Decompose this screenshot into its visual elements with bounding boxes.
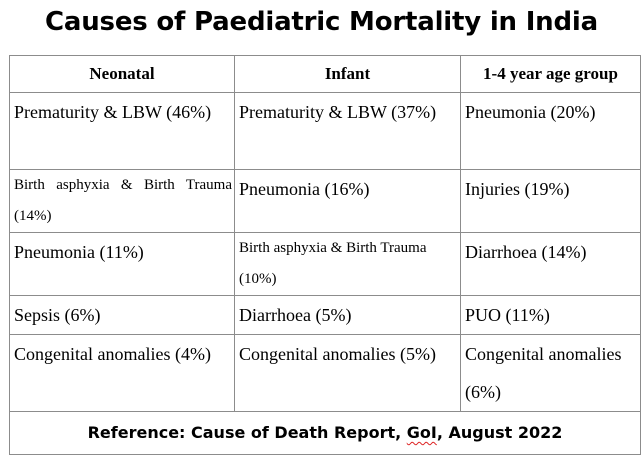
reference-note: Reference: Cause of Death Report, GoI, A… bbox=[9, 411, 641, 455]
page-title: Causes of Paediatric Mortality in India bbox=[45, 7, 598, 37]
table-cell: Prematurity & LBW (46%) bbox=[9, 92, 235, 170]
table-cell: Birth asphyxia & Birth Trauma (10%) bbox=[234, 232, 461, 296]
table-cell: Pneumonia (20%) bbox=[460, 92, 641, 170]
table-cell: Pneumonia (11%) bbox=[9, 232, 235, 296]
table-cell: Prematurity & LBW (37%) bbox=[234, 92, 461, 170]
header-row: Neonatal Infant 1-4 year age group bbox=[9, 55, 641, 93]
table-cell: Birth asphyxia & Birth Trauma (14%) bbox=[9, 169, 235, 233]
table-cell: PUO (11%) bbox=[460, 295, 641, 335]
table-cell: Diarrhoea (5%) bbox=[234, 295, 461, 335]
column-header-infant: Infant bbox=[234, 55, 461, 93]
reference-gol: GoI bbox=[406, 423, 437, 442]
reference-suffix: , August 2022 bbox=[436, 423, 563, 442]
reference-prefix: Reference: Cause of Death Report, bbox=[87, 423, 407, 442]
table-cell: Congenital anomalies (5%) bbox=[234, 334, 461, 412]
table-row: Pneumonia (11%) Birth asphyxia & Birth T… bbox=[9, 232, 641, 296]
column-header-neonatal: Neonatal bbox=[9, 55, 235, 93]
table-row: Birth asphyxia & Birth Trauma (14%) Pneu… bbox=[9, 169, 641, 233]
reference-row: Reference: Cause of Death Report, GoI, A… bbox=[9, 411, 641, 455]
mortality-table: Neonatal Infant 1-4 year age group Prema… bbox=[9, 55, 641, 455]
table-cell: Congenital anomalies (4%) bbox=[9, 334, 235, 412]
column-header-1-4-years: 1-4 year age group bbox=[460, 55, 641, 93]
table-cell: Congenital anomalies (6%) bbox=[460, 334, 641, 412]
table-row: Sepsis (6%) Diarrhoea (5%) PUO (11%) bbox=[9, 295, 641, 335]
table-row: Prematurity & LBW (46%) Prematurity & LB… bbox=[9, 92, 641, 170]
table-cell: Diarrhoea (14%) bbox=[460, 232, 641, 296]
table-row: Congenital anomalies (4%) Congenital ano… bbox=[9, 334, 641, 412]
table-cell: Pneumonia (16%) bbox=[234, 169, 461, 233]
table-cell: Sepsis (6%) bbox=[9, 295, 235, 335]
table-cell: Injuries (19%) bbox=[460, 169, 641, 233]
